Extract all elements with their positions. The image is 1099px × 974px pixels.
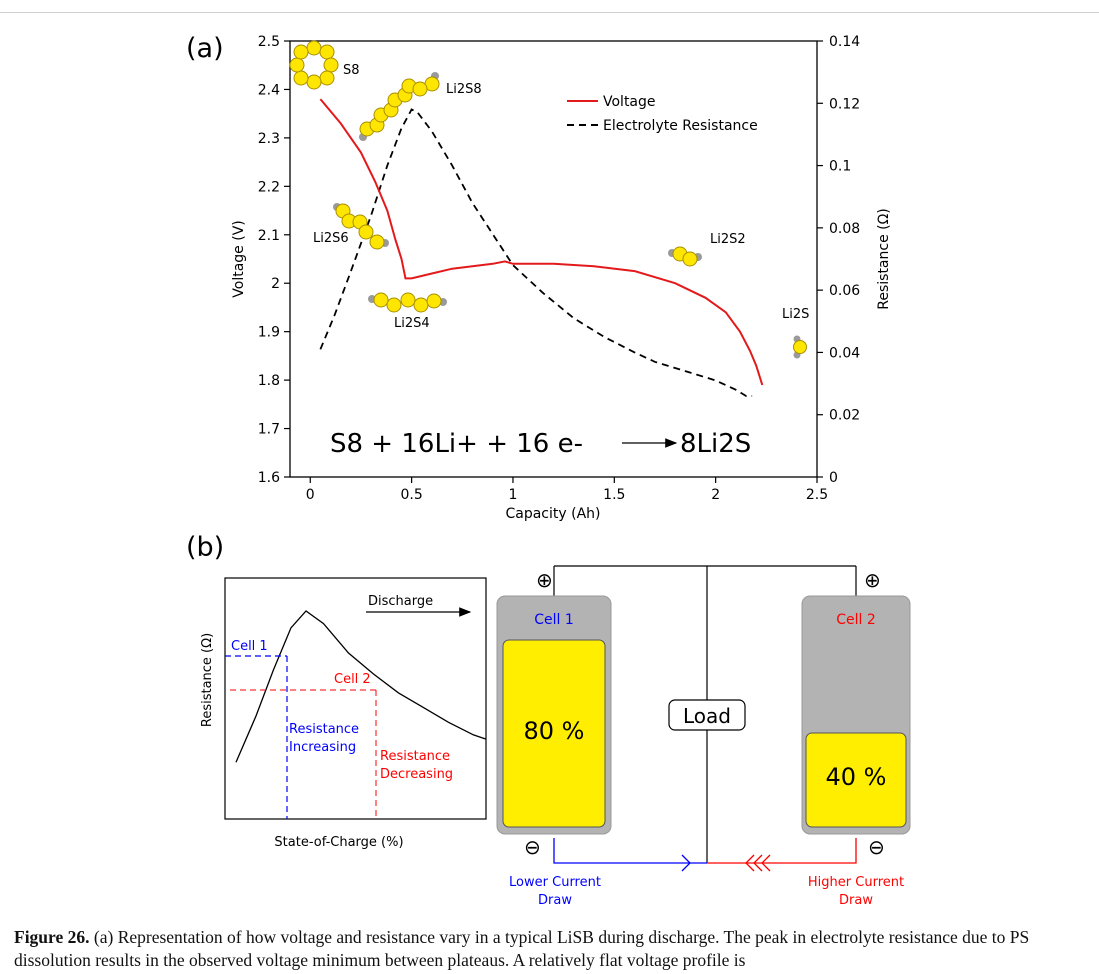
sketch-cell2-label: Cell 2 bbox=[334, 672, 371, 687]
li2s4-molecule-icon bbox=[368, 292, 447, 313]
panel-b-label: (b) bbox=[186, 532, 224, 563]
cell2-level: 40 % bbox=[826, 763, 887, 791]
y-tick-label-left: 2.1 bbox=[258, 228, 280, 244]
species-li2s2-label: Li2S2 bbox=[710, 232, 746, 247]
y-tick-label-right: 0.14 bbox=[829, 34, 860, 50]
y-tick-label-left: 2.5 bbox=[258, 34, 280, 50]
load-box bbox=[668, 699, 746, 731]
y-tick-label-left: 2.4 bbox=[258, 82, 280, 98]
y-tick-label-right: 0.1 bbox=[829, 159, 851, 175]
lower-current-label-line1: Lower Current bbox=[509, 875, 601, 890]
x-tick-label: 1 bbox=[509, 487, 518, 503]
resistance-decreasing-line2: Decreasing bbox=[380, 767, 453, 782]
panel-a-label: (a) bbox=[186, 33, 224, 64]
resistance-decreasing-line1: Resistance bbox=[380, 749, 450, 764]
lower-current-chevron-icon bbox=[681, 854, 691, 872]
circuit-diagram: ⊕ ⊕ ⊖ ⊖ Cell 1 80 % Cell 2 40 % Load Low… bbox=[496, 565, 911, 908]
y-tick-label-left: 2 bbox=[271, 276, 280, 292]
reaction-equation-lhs: S8 + 16Li+ + 16 e- bbox=[330, 429, 583, 459]
top-rule bbox=[0, 12, 1099, 13]
reaction-equation-rhs: 8Li2S bbox=[680, 429, 751, 459]
resistance-sketch-line bbox=[235, 610, 487, 763]
cell1-label: Cell 1 bbox=[534, 612, 574, 628]
resistance-series-line bbox=[319, 108, 753, 397]
higher-current-wire bbox=[707, 838, 857, 864]
load-label: Load bbox=[683, 704, 731, 728]
cell2-label: Cell 2 bbox=[836, 612, 876, 628]
y-tick-label-right: 0.06 bbox=[829, 283, 860, 299]
sketch-y-label: Resistance (Ω) bbox=[200, 633, 215, 727]
chart-a: 0 0.5 1 1.5 2 2.5 1.6 1.7 1.8 1.9 2 2.1 2.2 2.3 2.4 2.5… bbox=[231, 34, 892, 522]
species-s8-label: S8 bbox=[343, 63, 360, 78]
x-tick-label: 0.5 bbox=[400, 487, 422, 503]
chart-b: Resistance (Ω) State-of-Charge (%) Disch… bbox=[200, 577, 487, 850]
species-li2s6-label: Li2S6 bbox=[313, 231, 349, 246]
figure-caption: Figure 26. (a) Representation of how vol… bbox=[14, 926, 1089, 972]
li2s2-molecule-icon bbox=[668, 246, 702, 267]
y-tick-label-left: 1.7 bbox=[258, 422, 280, 438]
resistance-increasing-line1: Resistance bbox=[289, 722, 359, 737]
cell1-level: 80 % bbox=[524, 717, 585, 745]
y-tick-label-right: 0.12 bbox=[829, 96, 860, 112]
chart-a-frame bbox=[289, 40, 818, 478]
voltage-series-line bbox=[319, 98, 764, 386]
chart-b-frame bbox=[224, 577, 487, 820]
x-tick-label: 2 bbox=[711, 487, 720, 503]
li2s-molecule-icon bbox=[793, 335, 807, 359]
lower-current-label-line2: Draw bbox=[538, 893, 572, 908]
caption-figure-number: Figure 26. bbox=[14, 927, 90, 947]
y-tick-label-left: 2.3 bbox=[258, 131, 280, 147]
caption-text: (a) Representation of how voltage and re… bbox=[14, 927, 1030, 970]
li2s8-molecule-icon bbox=[359, 72, 440, 141]
higher-current-label-line1: Higher Current bbox=[808, 875, 904, 890]
higher-current-chevrons-icon bbox=[745, 854, 771, 872]
y-tick-label-left: 1.9 bbox=[258, 325, 280, 341]
y-tick-label-left: 2.2 bbox=[258, 179, 280, 195]
discharge-label: Discharge bbox=[368, 594, 433, 609]
li2s6-molecule-icon bbox=[333, 203, 389, 250]
cell2-charge-fill bbox=[805, 732, 907, 828]
y-tick-label-right: 0.02 bbox=[829, 408, 860, 424]
lower-current-wire bbox=[553, 838, 707, 864]
legend-voltage-label: Voltage bbox=[603, 94, 656, 110]
y-axis-label-right: Resistance (Ω) bbox=[876, 208, 892, 310]
cell1-plus-terminal-icon: ⊕ bbox=[536, 568, 553, 592]
cell1-minus-terminal-icon: ⊖ bbox=[524, 835, 541, 859]
sketch-x-label: State-of-Charge (%) bbox=[274, 835, 403, 850]
y-tick-label-right: 0 bbox=[829, 470, 838, 486]
cell2-minus-terminal-icon: ⊖ bbox=[868, 835, 885, 859]
sketch-cell1-label: Cell 1 bbox=[231, 639, 268, 654]
cell1-charge-fill bbox=[502, 639, 606, 828]
x-tick-label: 1.5 bbox=[603, 487, 625, 503]
legend-resistance-label: Electrolyte Resistance bbox=[603, 118, 758, 134]
species-li2s-label: Li2S bbox=[782, 307, 809, 322]
resistance-increasing-line2: Increasing bbox=[289, 740, 356, 755]
s8-molecule-icon bbox=[289, 40, 339, 90]
y-tick-label-left: 1.6 bbox=[258, 470, 280, 486]
y-tick-label-right: 0.08 bbox=[829, 221, 860, 237]
y-tick-label-right: 0.04 bbox=[829, 345, 860, 361]
y-tick-label-left: 1.8 bbox=[258, 373, 280, 389]
higher-current-label-line2: Draw bbox=[839, 893, 873, 908]
y-axis-label-left: Voltage (V) bbox=[231, 220, 247, 297]
cell2-plus-terminal-icon: ⊕ bbox=[864, 568, 881, 592]
species-li2s8-label: Li2S8 bbox=[446, 82, 482, 97]
species-li2s4-label: Li2S4 bbox=[394, 316, 430, 331]
x-axis-label: Capacity (Ah) bbox=[505, 506, 600, 522]
x-tick-label: 2.5 bbox=[806, 487, 828, 503]
x-tick-label: 0 bbox=[306, 487, 315, 503]
